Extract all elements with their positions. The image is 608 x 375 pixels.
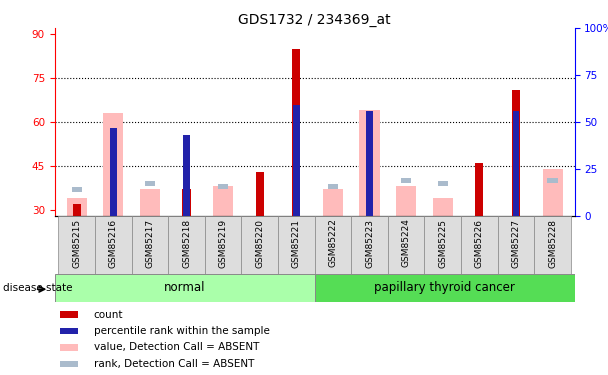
Bar [72,187,82,192]
Bar [60,361,78,367]
Bar [542,169,562,216]
Bar [323,189,343,216]
Bar [315,216,351,274]
Text: GSM85223: GSM85223 [365,219,374,267]
Text: normal: normal [164,281,206,294]
Bar [131,216,168,274]
Bar [366,111,373,216]
Text: rank, Detection Call = ABSENT: rank, Detection Call = ABSENT [94,359,254,369]
Bar [67,198,87,216]
Bar [205,216,241,274]
Bar [95,216,131,274]
Bar [424,216,461,274]
Text: GSM85215: GSM85215 [72,219,81,268]
Text: GSM85220: GSM85220 [255,219,264,267]
Bar [433,198,453,216]
Text: count: count [94,310,123,320]
Bar [328,184,338,189]
Bar [60,328,78,334]
Bar [513,111,519,216]
Bar [73,204,81,216]
Bar [512,90,520,216]
Text: GSM85217: GSM85217 [145,219,154,268]
Text: GSM85226: GSM85226 [475,219,484,267]
Text: value, Detection Call = ABSENT: value, Detection Call = ABSENT [94,342,259,352]
Bar [183,135,190,216]
Text: disease state: disease state [3,283,72,293]
Bar [55,274,315,302]
Bar [388,216,424,274]
Bar [438,181,448,186]
Text: GSM85227: GSM85227 [511,219,520,267]
Bar [461,216,498,274]
Bar [498,216,534,274]
Bar [293,105,300,216]
Bar [140,189,160,216]
Bar [278,216,315,274]
Bar [475,163,483,216]
Bar [110,128,117,216]
Bar [58,216,95,274]
Bar [60,312,78,318]
Bar [396,186,416,216]
Bar [182,189,190,216]
Text: GSM85225: GSM85225 [438,219,447,267]
Text: GSM85218: GSM85218 [182,219,191,268]
Bar [145,181,155,186]
Text: papillary thyroid cancer: papillary thyroid cancer [374,281,515,294]
Text: percentile rank within the sample: percentile rank within the sample [94,326,269,336]
Title: GDS1732 / 234369_at: GDS1732 / 234369_at [238,13,391,27]
Text: GSM85221: GSM85221 [292,219,301,267]
Text: GSM85224: GSM85224 [402,219,410,267]
Bar [315,274,575,302]
Bar [292,49,300,216]
Bar [401,178,411,183]
Bar [359,110,379,216]
Text: GSM85228: GSM85228 [548,219,557,267]
Text: GSM85222: GSM85222 [328,219,337,267]
Bar [168,216,205,274]
Bar [213,186,233,216]
Bar [103,113,123,216]
Bar [60,344,78,351]
Bar [351,216,388,274]
Bar [256,172,264,216]
Bar [218,184,228,189]
Bar [547,178,558,183]
Text: GSM85216: GSM85216 [109,219,118,268]
Bar [534,216,571,274]
Bar [241,216,278,274]
Text: GSM85219: GSM85219 [219,219,227,268]
